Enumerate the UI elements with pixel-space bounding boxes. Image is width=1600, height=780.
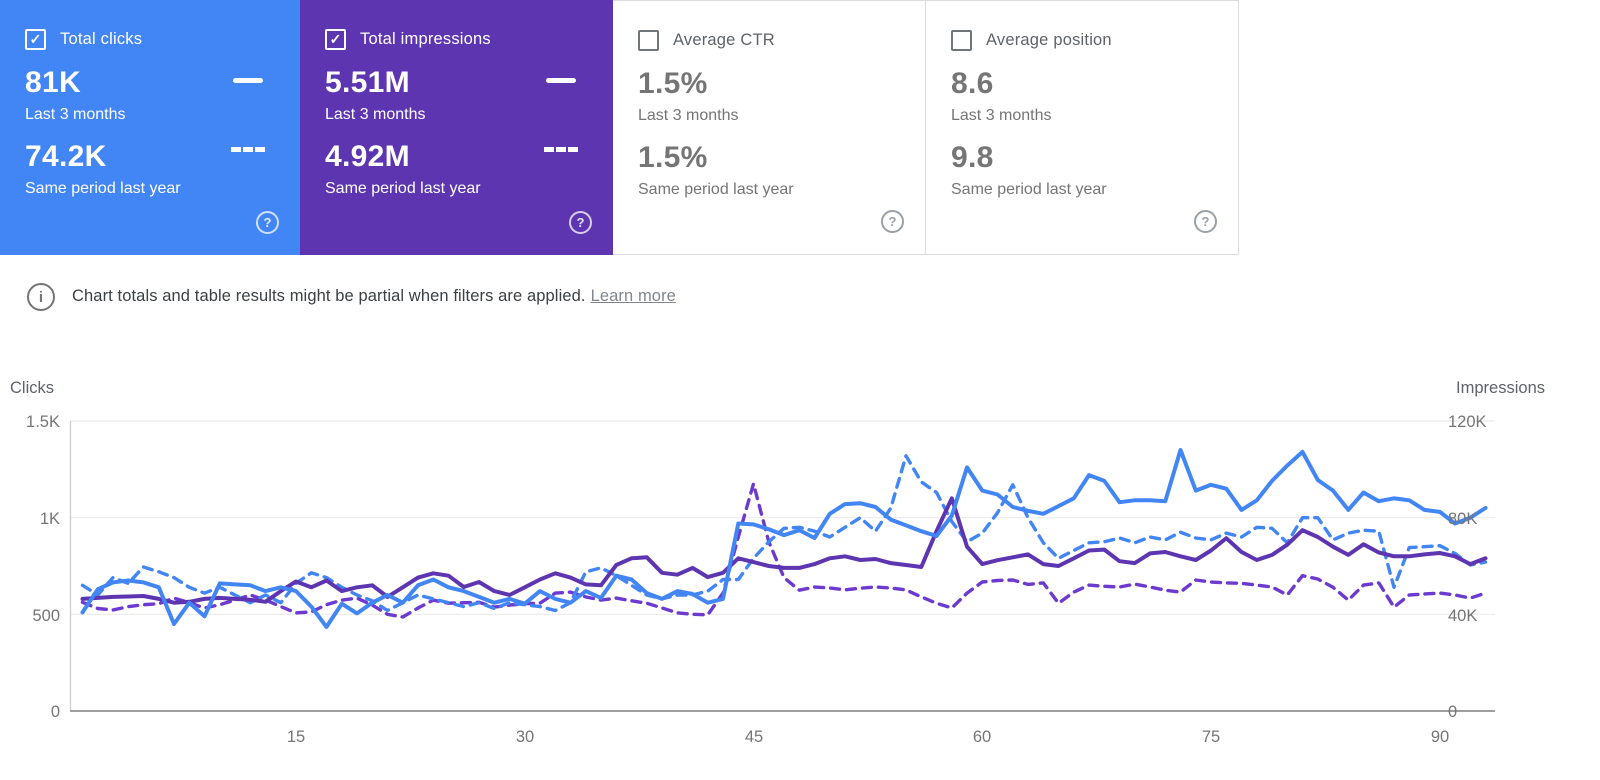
average-ctr-checkbox[interactable]: ✓ [638,29,659,51]
x-tick: 30 [516,728,534,746]
y-right-tick: 80K [1448,510,1477,528]
notice-message: Chart totals and table results might be … [72,287,586,305]
metric-value-current: 81K [25,66,81,99]
metric-value-previous: 1.5% [638,141,708,174]
help-icon[interactable]: ? [1194,210,1217,233]
series-impressions-previous[interactable] [80,482,1488,619]
x-tick: 60 [973,728,991,746]
total-impressions-checkbox[interactable]: ✓ [325,28,346,50]
plot-layer [69,420,1495,712]
metric-value-previous: 74.2K [25,140,107,173]
y-left-tick: 0 [51,703,60,721]
card-average-position-header: ✓ Average position [951,29,1218,51]
learn-more-link[interactable]: Learn more [590,287,676,305]
metric-caption-current: Last 3 months [25,106,126,123]
total-clicks-checkbox[interactable]: ✓ [25,28,46,50]
info-glyph: i [38,288,44,306]
x-tick: 90 [1431,728,1449,746]
performance-chart[interactable]: Clicks Impressions 1.5K 1K 500 0 120K 80… [0,355,1600,780]
checkmark-icon: ✓ [29,31,42,47]
metric-caption-previous: Same period last year [951,181,1107,198]
y-right-tick: 120K [1448,413,1487,431]
card-total-clicks[interactable]: ✓ Total clicks 81K Last 3 months 74.2K S… [0,0,300,255]
metric-value-current: 1.5% [638,67,708,100]
question-glyph: ? [888,214,897,229]
right-axis-title: Impressions [1456,379,1545,397]
x-tick: 45 [745,728,763,746]
average-position-checkbox[interactable]: ✓ [951,29,972,51]
card-total-impressions[interactable]: ✓ Total impressions 5.51M Last 3 months … [300,0,613,255]
metric-value-previous: 9.8 [951,141,994,174]
metric-cards-row: ✓ Total clicks 81K Last 3 months 74.2K S… [0,0,1239,255]
y-left-tick: 1K [40,510,60,528]
dashed-line-legend-icon [231,147,265,152]
performance-chart-canvas[interactable]: Clicks Impressions 1.5K 1K 500 0 120K 80… [0,355,1600,780]
question-glyph: ? [263,215,272,230]
metric-caption-current: Last 3 months [325,106,426,123]
card-average-ctr-header: ✓ Average CTR [638,29,905,51]
metric-value-current: 8.6 [951,67,994,100]
y-left-tick: 1.5K [26,413,60,431]
x-tick: 75 [1202,728,1220,746]
series-impressions-current[interactable] [80,496,1488,605]
card-average-ctr[interactable]: ✓ Average CTR 1.5% Last 3 months 1.5% Sa… [613,0,926,255]
metric-caption-previous: Same period last year [638,181,794,198]
card-label: Average CTR [673,30,775,49]
solid-line-legend-icon [546,78,576,83]
checkmark-icon: ✓ [329,31,342,47]
metric-caption-previous: Same period last year [325,180,481,197]
solid-line-legend-icon [233,78,263,83]
card-label: Total impressions [360,29,491,48]
help-icon[interactable]: ? [881,210,904,233]
help-icon[interactable]: ? [569,211,592,234]
help-icon[interactable]: ? [256,211,279,234]
left-axis-title: Clicks [10,379,54,397]
metric-caption-current: Last 3 months [951,107,1052,124]
x-tick: 15 [287,728,305,746]
notice-text: Chart totals and table results might be … [72,287,676,306]
card-total-impressions-header: ✓ Total impressions [325,28,593,50]
y-left-tick: 500 [32,607,60,625]
question-glyph: ? [576,215,585,230]
metric-value-previous: 4.92M [325,140,410,173]
series-clicks-current[interactable] [80,448,1488,629]
card-label: Total clicks [60,29,143,48]
card-average-position[interactable]: ✓ Average position 8.6 Last 3 months 9.8… [926,0,1239,255]
partial-data-notice: i Chart totals and table results might b… [0,270,1600,324]
metric-caption-current: Last 3 months [638,107,739,124]
card-total-clicks-header: ✓ Total clicks [25,28,280,50]
series-clicks-previous[interactable] [80,454,1488,613]
metric-caption-previous: Same period last year [25,180,181,197]
info-icon: i [27,283,55,311]
y-right-tick: 40K [1448,607,1477,625]
dashed-line-legend-icon [544,147,578,152]
card-label: Average position [986,30,1112,49]
question-glyph: ? [1201,214,1210,229]
metric-value-current: 5.51M [325,66,410,99]
y-right-tick: 0 [1448,703,1457,721]
